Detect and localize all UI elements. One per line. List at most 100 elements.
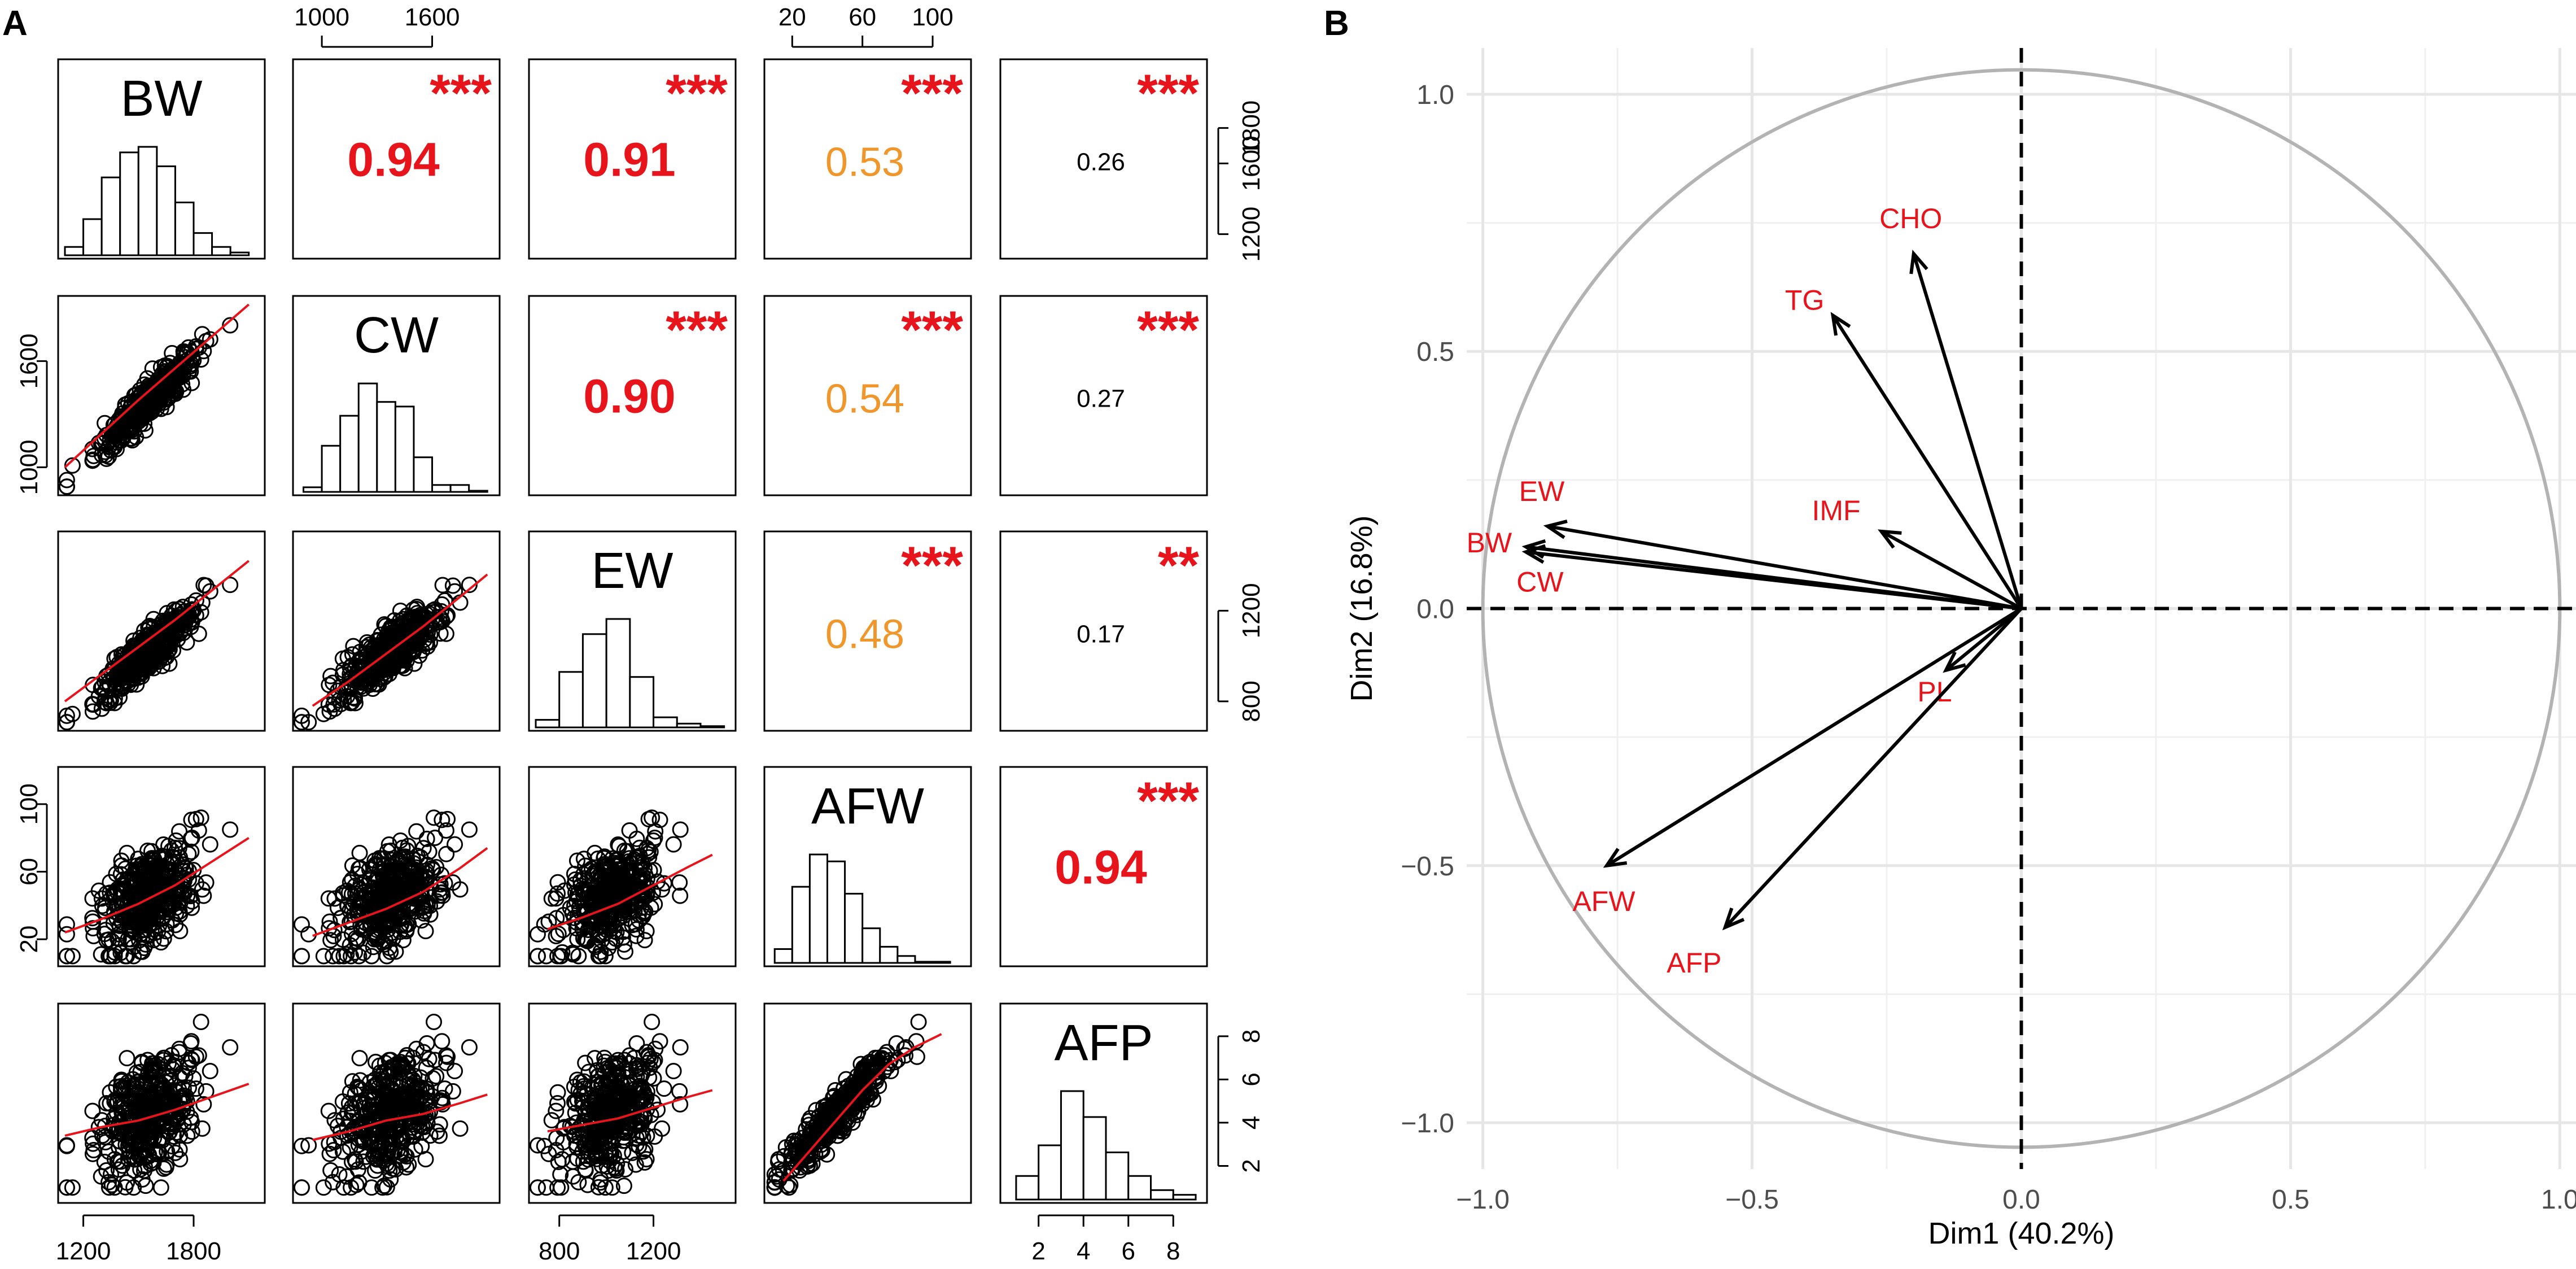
- scatter-point: [152, 1102, 169, 1119]
- scatter-point: [422, 1127, 439, 1144]
- scatter-point: [85, 447, 102, 464]
- cell-frame: [292, 295, 501, 496]
- scatter-point: [649, 873, 666, 890]
- scatter-point: [366, 894, 383, 911]
- scatter-point: [536, 1137, 553, 1154]
- scatter-point: [381, 880, 397, 897]
- scatter-point: [621, 822, 638, 839]
- cell-frame: [999, 295, 1208, 496]
- scatter-point: [161, 1067, 178, 1084]
- scatter-point: [552, 1166, 569, 1183]
- x-tick-label: −0.5: [1725, 1185, 1779, 1215]
- scatter-point: [109, 930, 126, 947]
- scatter-point: [168, 369, 185, 386]
- scatter-point: [363, 1179, 380, 1196]
- variable-label-afw: AFW: [811, 778, 924, 835]
- matrix-cell-ew-afp: ** 0.17: [999, 530, 1208, 732]
- scatter-point: [588, 908, 605, 925]
- histogram-bar-bw: [229, 251, 250, 256]
- scatter-point: [436, 1080, 453, 1097]
- scatter-point: [537, 948, 554, 965]
- axis-tick-label: 1200: [626, 1237, 681, 1265]
- correlation-value: 0.90: [583, 370, 676, 423]
- cell-frame: [999, 766, 1208, 967]
- scatter-point: [395, 908, 412, 925]
- scatter-point: [58, 1137, 75, 1154]
- scatter-point: [592, 1171, 609, 1188]
- histogram-bar-afw: [808, 853, 828, 964]
- scatter-point: [600, 860, 616, 876]
- scatter-point: [392, 1129, 409, 1146]
- cell-frame: [999, 1002, 1208, 1204]
- scatter-point: [552, 948, 569, 965]
- scatter-point: [102, 948, 119, 965]
- scatter-point: [587, 864, 603, 880]
- x-tick-label: 1.0: [2541, 1185, 2576, 1215]
- scatter-point: [178, 1093, 195, 1110]
- scatter-point: [347, 1153, 364, 1170]
- scatter-point: [570, 1174, 587, 1190]
- scatter-point: [114, 1157, 131, 1174]
- matrix-cell-bw-bw: BW: [57, 58, 266, 260]
- scatter-point: [549, 874, 566, 891]
- scatter-point: [144, 852, 161, 869]
- significance-stars: ***: [901, 63, 963, 123]
- histogram-bar-afw: [773, 948, 793, 964]
- scatter-point: [602, 921, 619, 938]
- scatter-point: [97, 1129, 113, 1146]
- vector-label: BW: [1467, 527, 1512, 559]
- scatter-point: [377, 668, 393, 685]
- scatter-point: [438, 1054, 455, 1071]
- scatter-point: [293, 1179, 310, 1196]
- scatter-point: [427, 830, 444, 847]
- scatter-point: [136, 880, 153, 897]
- scatter-point: [167, 1106, 183, 1123]
- scatter-point: [799, 1156, 816, 1173]
- scatter-point: [125, 1179, 142, 1196]
- scatter-point: [170, 840, 187, 857]
- histogram-bar-cw: [303, 486, 323, 493]
- vector-label: CHO: [1879, 203, 1942, 234]
- scatter-point: [142, 1132, 159, 1149]
- scatter-point: [171, 823, 188, 840]
- matrix-cell-ew-ew: EW: [528, 530, 737, 732]
- scatter-point: [584, 1137, 601, 1154]
- cell-frame: [763, 295, 972, 496]
- scatter-point: [616, 1161, 633, 1178]
- scatter-point: [392, 882, 409, 899]
- scatter-point: [156, 897, 173, 914]
- scatter-point: [428, 1068, 445, 1085]
- scatter-point: [461, 821, 478, 838]
- scatter-point: [577, 857, 594, 874]
- scatter-point: [160, 1124, 177, 1141]
- scatter-point: [575, 886, 592, 902]
- scatter-point: [379, 1068, 396, 1085]
- scatter-point: [409, 899, 426, 916]
- scatter-point: [566, 1078, 583, 1095]
- scatter-point: [343, 948, 360, 965]
- matrix-cell-afp-afp: AFP: [999, 1002, 1208, 1204]
- scatter-point: [321, 1145, 338, 1162]
- scatter-point: [133, 1054, 150, 1071]
- scatter-point: [567, 1105, 584, 1122]
- scatter-point: [548, 927, 565, 944]
- histogram-bar-cw: [413, 456, 434, 493]
- scatter-point: [293, 714, 310, 731]
- vector-arrow: [1831, 314, 2023, 610]
- scatter-point: [439, 810, 456, 827]
- scatter-point: [146, 1096, 163, 1113]
- loess-curve: [64, 560, 250, 703]
- scatter-point: [58, 714, 75, 731]
- scatter-point: [379, 921, 396, 938]
- scatter-point: [426, 1014, 443, 1031]
- scatter-point: [84, 910, 101, 927]
- histogram-bar-ew: [581, 633, 607, 729]
- loess-curve: [64, 837, 250, 934]
- scatter-point: [418, 1035, 435, 1052]
- x-tick-label: 0.5: [2272, 1185, 2310, 1215]
- x-tick-label: −1.0: [1456, 1185, 1510, 1215]
- scatter-point: [124, 665, 141, 682]
- matrix-cell-bw-afw: *** 0.53: [763, 58, 972, 260]
- scatter-point: [590, 1067, 607, 1084]
- vector-arrowhead: [1943, 651, 1966, 673]
